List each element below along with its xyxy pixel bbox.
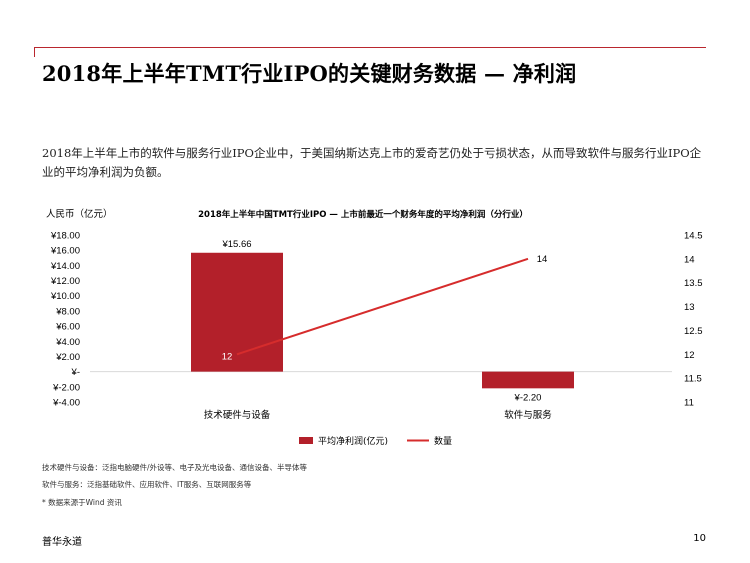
page-description: 2018年上半年上市的软件与服务行业IPO企业中，于美国纳斯达克上市的爱奇艺仍处… (42, 146, 702, 179)
left-tick-label: ¥12.00 (50, 276, 80, 287)
bar-series: ¥15.66 ¥-2.20 (191, 239, 574, 403)
left-tick-label: ¥- (71, 367, 80, 378)
chart: 人民币（亿元） 2018年上半年中国TMT行业IPO — 上市前最近一个财务年度… (46, 208, 703, 447)
note-hardware: 技术硬件与设备：泛指电脑硬件/外设等、电子及光电设备、通信设备、半导体等 (42, 463, 308, 472)
footer-brand: 普华永道 (42, 537, 82, 548)
right-tick-label: 11 (684, 398, 694, 409)
left-axis-label: 人民币（亿元） (46, 208, 113, 220)
right-tick-label: 12.5 (684, 326, 703, 337)
series-line (236, 257, 529, 356)
page-number: 10 (693, 533, 706, 544)
category-label: 软件与服务 (504, 409, 552, 421)
left-tick-label: ¥-2.00 (52, 382, 80, 393)
line-series: 12 14 (222, 254, 548, 362)
note-source: * 数据来源于Wind 资讯 (42, 498, 122, 507)
left-tick-label: ¥14.00 (50, 261, 80, 272)
right-tick-label: 13.5 (684, 278, 703, 289)
right-tick-label: 14 (684, 254, 695, 265)
left-tick-label: ¥16.00 (50, 246, 80, 257)
bar-data-label: ¥-2.20 (514, 392, 542, 403)
right-tick-label: 14.5 (684, 231, 703, 242)
top-rule-tick (34, 47, 35, 57)
bar (191, 252, 283, 372)
note-software: 软件与服务：泛指基础软件、应用软件、IT服务、互联网服务等 (42, 480, 252, 489)
page-title: 2018年上半年TMT行业IPO的关键财务数据 — 净利润 (42, 61, 577, 86)
left-tick-label: ¥8.00 (55, 306, 80, 317)
legend-label-bar: 平均净利润(亿元) (318, 435, 388, 447)
right-axis: 14.5 14 13.5 13 12.5 12 11.5 11 (684, 231, 703, 409)
line-data-label: 14 (537, 254, 548, 265)
line-data-label: 12 (222, 351, 233, 362)
left-tick-label: ¥4.00 (55, 337, 80, 348)
left-tick-label: ¥18.00 (50, 231, 80, 242)
bar (482, 371, 574, 389)
right-tick-label: 12 (684, 350, 695, 361)
category-label: 技术硬件与设备 (204, 409, 271, 421)
category-labels: 技术硬件与设备 软件与服务 (204, 409, 553, 421)
right-tick-label: 11.5 (684, 374, 702, 385)
bar-data-label: ¥15.66 (221, 239, 251, 250)
left-tick-label: ¥10.00 (50, 291, 80, 302)
legend: 平均净利润(亿元) 数量 (299, 435, 452, 447)
left-axis: ¥18.00 ¥16.00 ¥14.00 ¥12.00 ¥10.00 ¥8.00 ¥6.00… (50, 231, 80, 409)
legend-swatch-bar (299, 437, 313, 444)
left-tick-label: ¥6.00 (55, 322, 80, 333)
left-tick-label: ¥-4.00 (52, 398, 80, 409)
right-tick-label: 13 (684, 302, 695, 313)
chart-title: 2018年上半年中国TMT行业IPO — 上市前最近一个财务年度的平均净利润（分… (198, 209, 528, 220)
left-tick-label: ¥2.00 (55, 352, 80, 363)
legend-label-line: 数量 (434, 435, 452, 447)
top-rule (34, 47, 706, 48)
